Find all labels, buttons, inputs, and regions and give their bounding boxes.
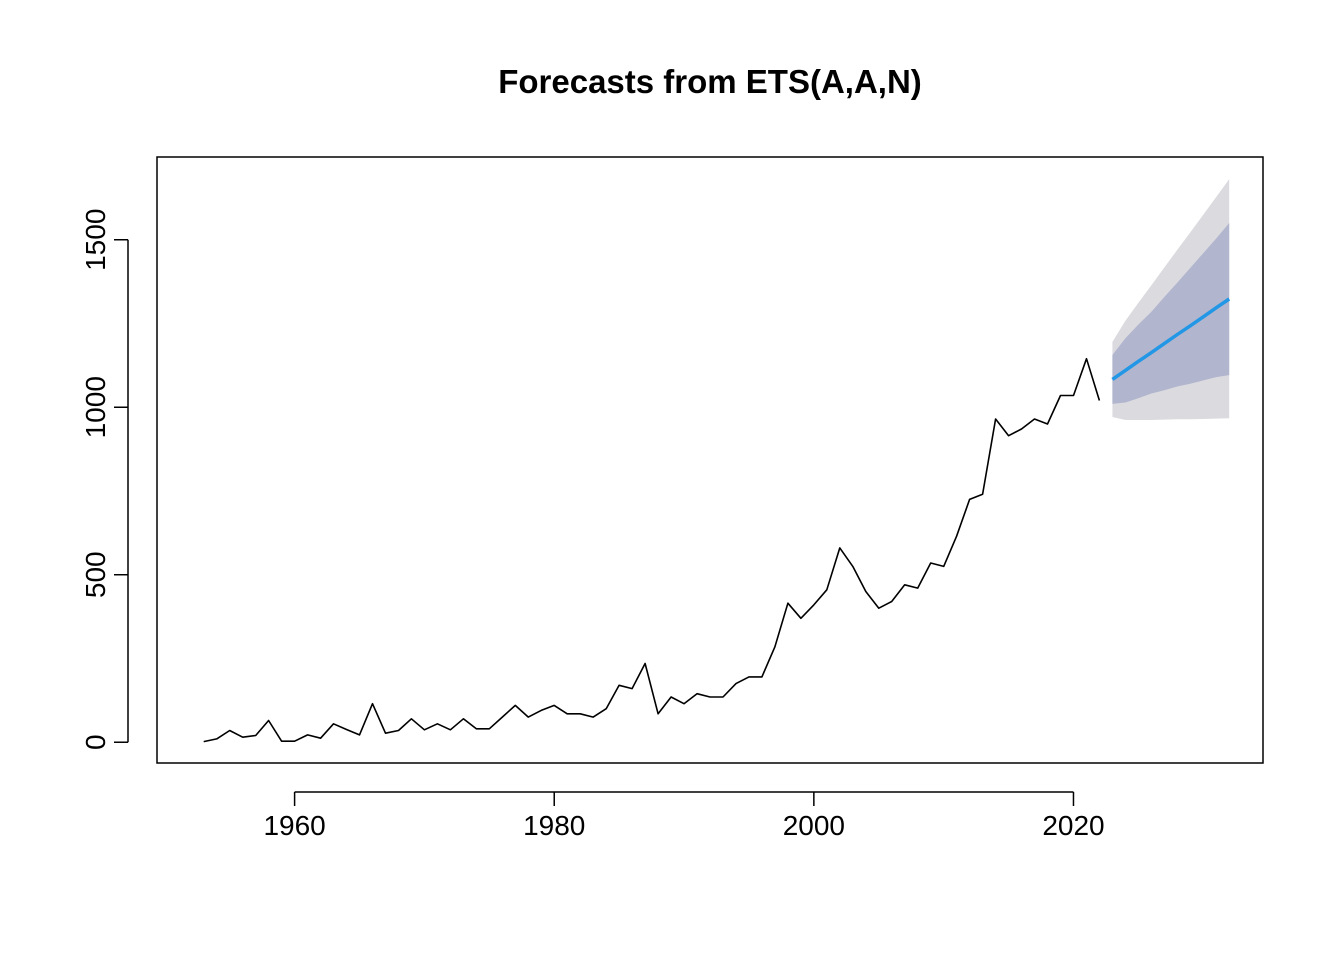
series-lines [203, 297, 1231, 743]
x-tick-label: 1980 [523, 810, 585, 841]
y-tick-label: 500 [80, 551, 111, 598]
x-tick-label: 2000 [783, 810, 845, 841]
y-tick-label: 1000 [80, 376, 111, 438]
forecast-bands [1112, 179, 1230, 420]
x-axis: 1960 1980 2000 2020 [263, 791, 1105, 841]
y-tick-label: 1500 [80, 209, 111, 271]
x-tick-label: 1960 [263, 810, 325, 841]
observed-series-line [203, 357, 1101, 743]
x-tick-label: 2020 [1042, 810, 1104, 841]
y-axis: 0 500 1000 1500 [80, 209, 129, 750]
y-tick-label: 0 [80, 734, 111, 750]
forecast-mean-line [1111, 297, 1231, 381]
band-80 [1112, 223, 1230, 404]
chart-title: Forecasts from ETS(A,A,N) [498, 63, 922, 100]
plot-frame [156, 156, 1264, 764]
